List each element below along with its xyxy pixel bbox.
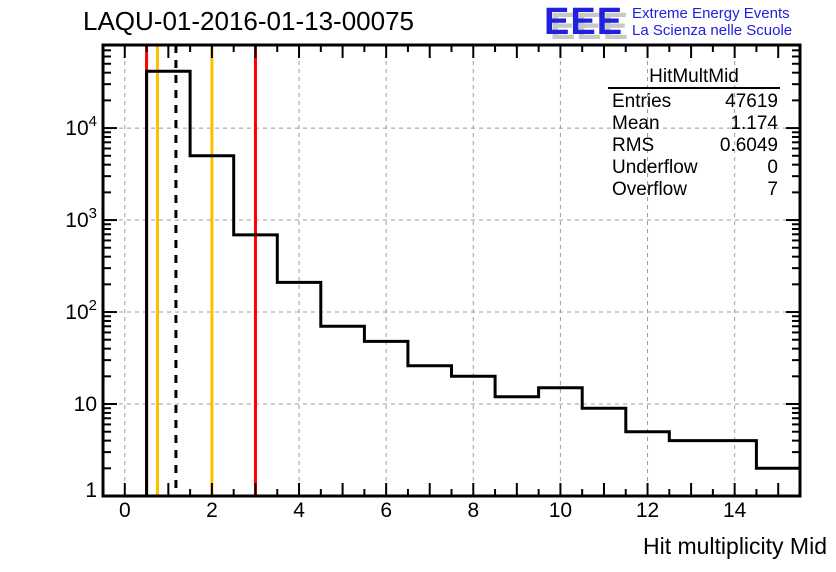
svg-text:2: 2 xyxy=(206,499,218,522)
stats-rows: Entries 47619 Mean 1.174 RMS 0.6049 Unde… xyxy=(608,91,780,201)
svg-text:10: 10 xyxy=(74,393,97,416)
eee-logo-taglines: Extreme Energy Events La Scienza nelle S… xyxy=(632,0,792,39)
stats-value: 0.6049 xyxy=(719,135,778,156)
stats-row-underflow: Underflow 0 xyxy=(608,157,780,179)
stats-label: Entries xyxy=(612,91,672,112)
stats-value: 7 xyxy=(767,179,778,200)
x-axis-title: Hit multiplicity Mid xyxy=(642,533,827,559)
y-tick-labels: 1 10 102 103 104 xyxy=(65,113,97,502)
svg-text:12: 12 xyxy=(636,499,659,522)
page-title: LAQU-01-2016-01-13-00075 xyxy=(83,6,414,36)
stats-row-rms: RMS 0.6049 xyxy=(608,135,780,157)
stats-box: HitMultMid Entries 47619 Mean 1.174 RMS … xyxy=(608,66,780,201)
svg-text:6: 6 xyxy=(380,499,392,522)
histogram-line xyxy=(103,69,800,498)
stats-row-overflow: Overflow 7 xyxy=(608,179,780,201)
stats-title: HitMultMid xyxy=(608,66,780,89)
svg-text:104: 104 xyxy=(65,113,97,140)
svg-text:14: 14 xyxy=(723,499,747,522)
stats-row-entries: Entries 47619 xyxy=(608,91,780,113)
svg-text:1: 1 xyxy=(85,479,97,502)
svg-text:0: 0 xyxy=(119,499,131,522)
stats-row-mean: Mean 1.174 xyxy=(608,113,780,135)
svg-text:103: 103 xyxy=(65,205,97,232)
svg-text:10: 10 xyxy=(549,499,572,522)
stats-label: RMS xyxy=(612,135,655,156)
eee-logo: EEE Extreme Energy Events La Scienza nel… xyxy=(544,0,792,44)
svg-text:8: 8 xyxy=(467,499,479,522)
eee-logo-acronym: EEE xyxy=(544,1,624,43)
eee-logo-tagline-1: Extreme Energy Events xyxy=(632,5,790,22)
stats-label: Mean xyxy=(612,113,660,134)
x-tick-labels: 0 2 4 6 8 10 12 14 xyxy=(119,499,747,522)
stats-label: Underflow xyxy=(612,157,698,178)
eee-logo-tagline-2: La Scienza nelle Scuole xyxy=(632,22,793,39)
marker-lines xyxy=(145,45,257,496)
stats-value: 0 xyxy=(767,157,778,178)
svg-text:102: 102 xyxy=(65,297,97,324)
ticks xyxy=(103,45,800,496)
stats-label: Overflow xyxy=(612,179,687,200)
svg-text:4: 4 xyxy=(293,499,305,522)
stats-value: 1.174 xyxy=(730,113,778,134)
stats-value: 47619 xyxy=(725,91,778,112)
